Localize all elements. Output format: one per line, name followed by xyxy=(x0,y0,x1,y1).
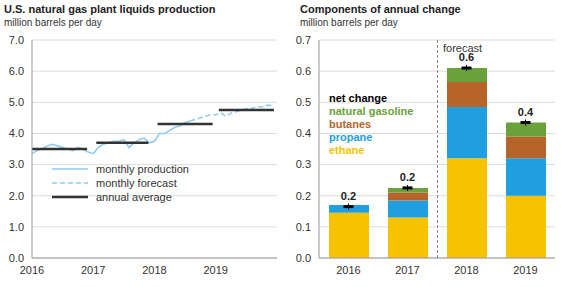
svg-text:1.0: 1.0 xyxy=(9,221,24,233)
svg-text:2017: 2017 xyxy=(395,264,419,276)
svg-text:0.1: 0.1 xyxy=(296,221,311,233)
svg-text:2018: 2018 xyxy=(142,264,166,276)
svg-text:0.0: 0.0 xyxy=(9,252,24,264)
html-text:propane: propane xyxy=(329,131,373,143)
html-text:natural gasoline: natural gasoline xyxy=(329,105,414,117)
svg-text:2.0: 2.0 xyxy=(9,190,24,202)
html-text:ethane: ethane xyxy=(329,144,365,156)
svg-text:6.0: 6.0 xyxy=(9,65,24,77)
svg-text:0.3: 0.3 xyxy=(296,158,311,170)
svg-text:0.6: 0.6 xyxy=(296,65,311,77)
html-text:monthly production: monthly production xyxy=(96,163,189,175)
svg-text:0.6: 0.6 xyxy=(458,51,475,63)
svg-text:2018: 2018 xyxy=(454,264,478,276)
html-text:annual average: annual average xyxy=(96,191,172,203)
html-text:million barrels per day: million barrels per day xyxy=(4,17,102,28)
svg-text:2017: 2017 xyxy=(81,264,105,276)
svg-text:0.5: 0.5 xyxy=(296,96,311,108)
html-text:U.S. natural gas plant liquids: U.S. natural gas plant liquids productio… xyxy=(4,3,216,15)
svg-text:2019: 2019 xyxy=(513,264,537,276)
svg-text:5.0: 5.0 xyxy=(9,96,24,108)
html-text:Components of annual change: Components of annual change xyxy=(300,3,461,15)
html-text:monthly forecast: monthly forecast xyxy=(96,177,177,189)
svg-text:0.2: 0.2 xyxy=(341,190,356,202)
svg-text:7.0: 7.0 xyxy=(9,34,24,46)
html-text:butanes: butanes xyxy=(329,118,372,130)
svg-text:0.2: 0.2 xyxy=(296,190,311,202)
svg-text:0.2: 0.2 xyxy=(400,171,415,183)
html-text:forecast: forecast xyxy=(443,42,483,54)
svg-text:0.7: 0.7 xyxy=(296,34,311,46)
svg-text:3.0: 3.0 xyxy=(9,158,24,170)
html-text:net change: net change xyxy=(329,92,388,104)
svg-text:0.4: 0.4 xyxy=(518,106,534,118)
svg-text:2016: 2016 xyxy=(336,264,360,276)
svg-text:0.0: 0.0 xyxy=(296,252,311,264)
svg-text:4.0: 4.0 xyxy=(9,127,24,139)
svg-text:2019: 2019 xyxy=(204,264,228,276)
svg-text:2016: 2016 xyxy=(20,264,44,276)
svg-text:0.4: 0.4 xyxy=(296,127,311,139)
html-text:million barrels per day: million barrels per day xyxy=(300,17,398,28)
